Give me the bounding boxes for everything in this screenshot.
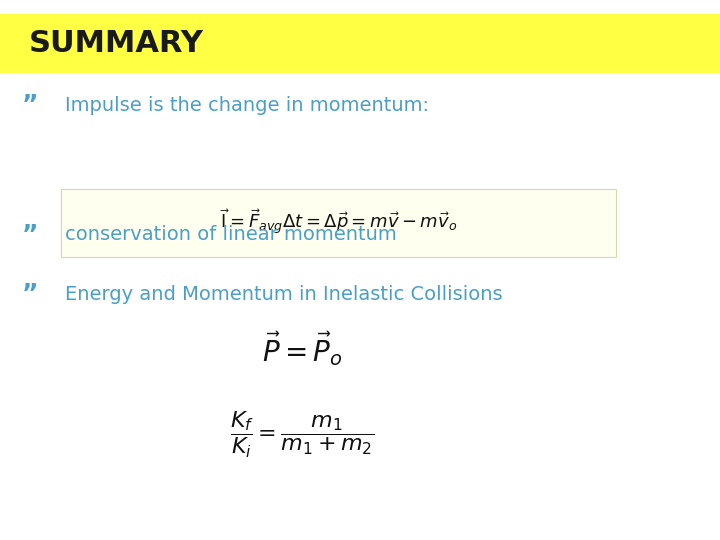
Text: conservation of linear momentum: conservation of linear momentum	[65, 225, 397, 245]
Text: $\vec{P} = \vec{P}_o$: $\vec{P} = \vec{P}_o$	[262, 329, 343, 368]
Text: ”: ”	[22, 223, 38, 247]
Text: Impulse is the change in momentum:: Impulse is the change in momentum:	[65, 96, 429, 115]
FancyBboxPatch shape	[61, 189, 616, 256]
Text: Energy and Momentum in Inelastic Collisions: Energy and Momentum in Inelastic Collisi…	[65, 285, 503, 304]
Text: ”: ”	[22, 93, 38, 117]
Text: $\dfrac{K_f}{K_i} = \dfrac{m_1}{m_1 + m_2}$: $\dfrac{K_f}{K_i} = \dfrac{m_1}{m_1 + m_…	[230, 410, 374, 460]
Text: $\vec{\mathrm{I}} = \vec{F}_{avg}\Delta t = \Delta\vec{p} = m\vec{v} - m\vec{v}_: $\vec{\mathrm{I}} = \vec{F}_{avg}\Delta …	[220, 208, 457, 237]
Text: SUMMARY: SUMMARY	[29, 29, 204, 58]
Text: ”: ”	[22, 282, 38, 306]
FancyBboxPatch shape	[0, 14, 720, 73]
